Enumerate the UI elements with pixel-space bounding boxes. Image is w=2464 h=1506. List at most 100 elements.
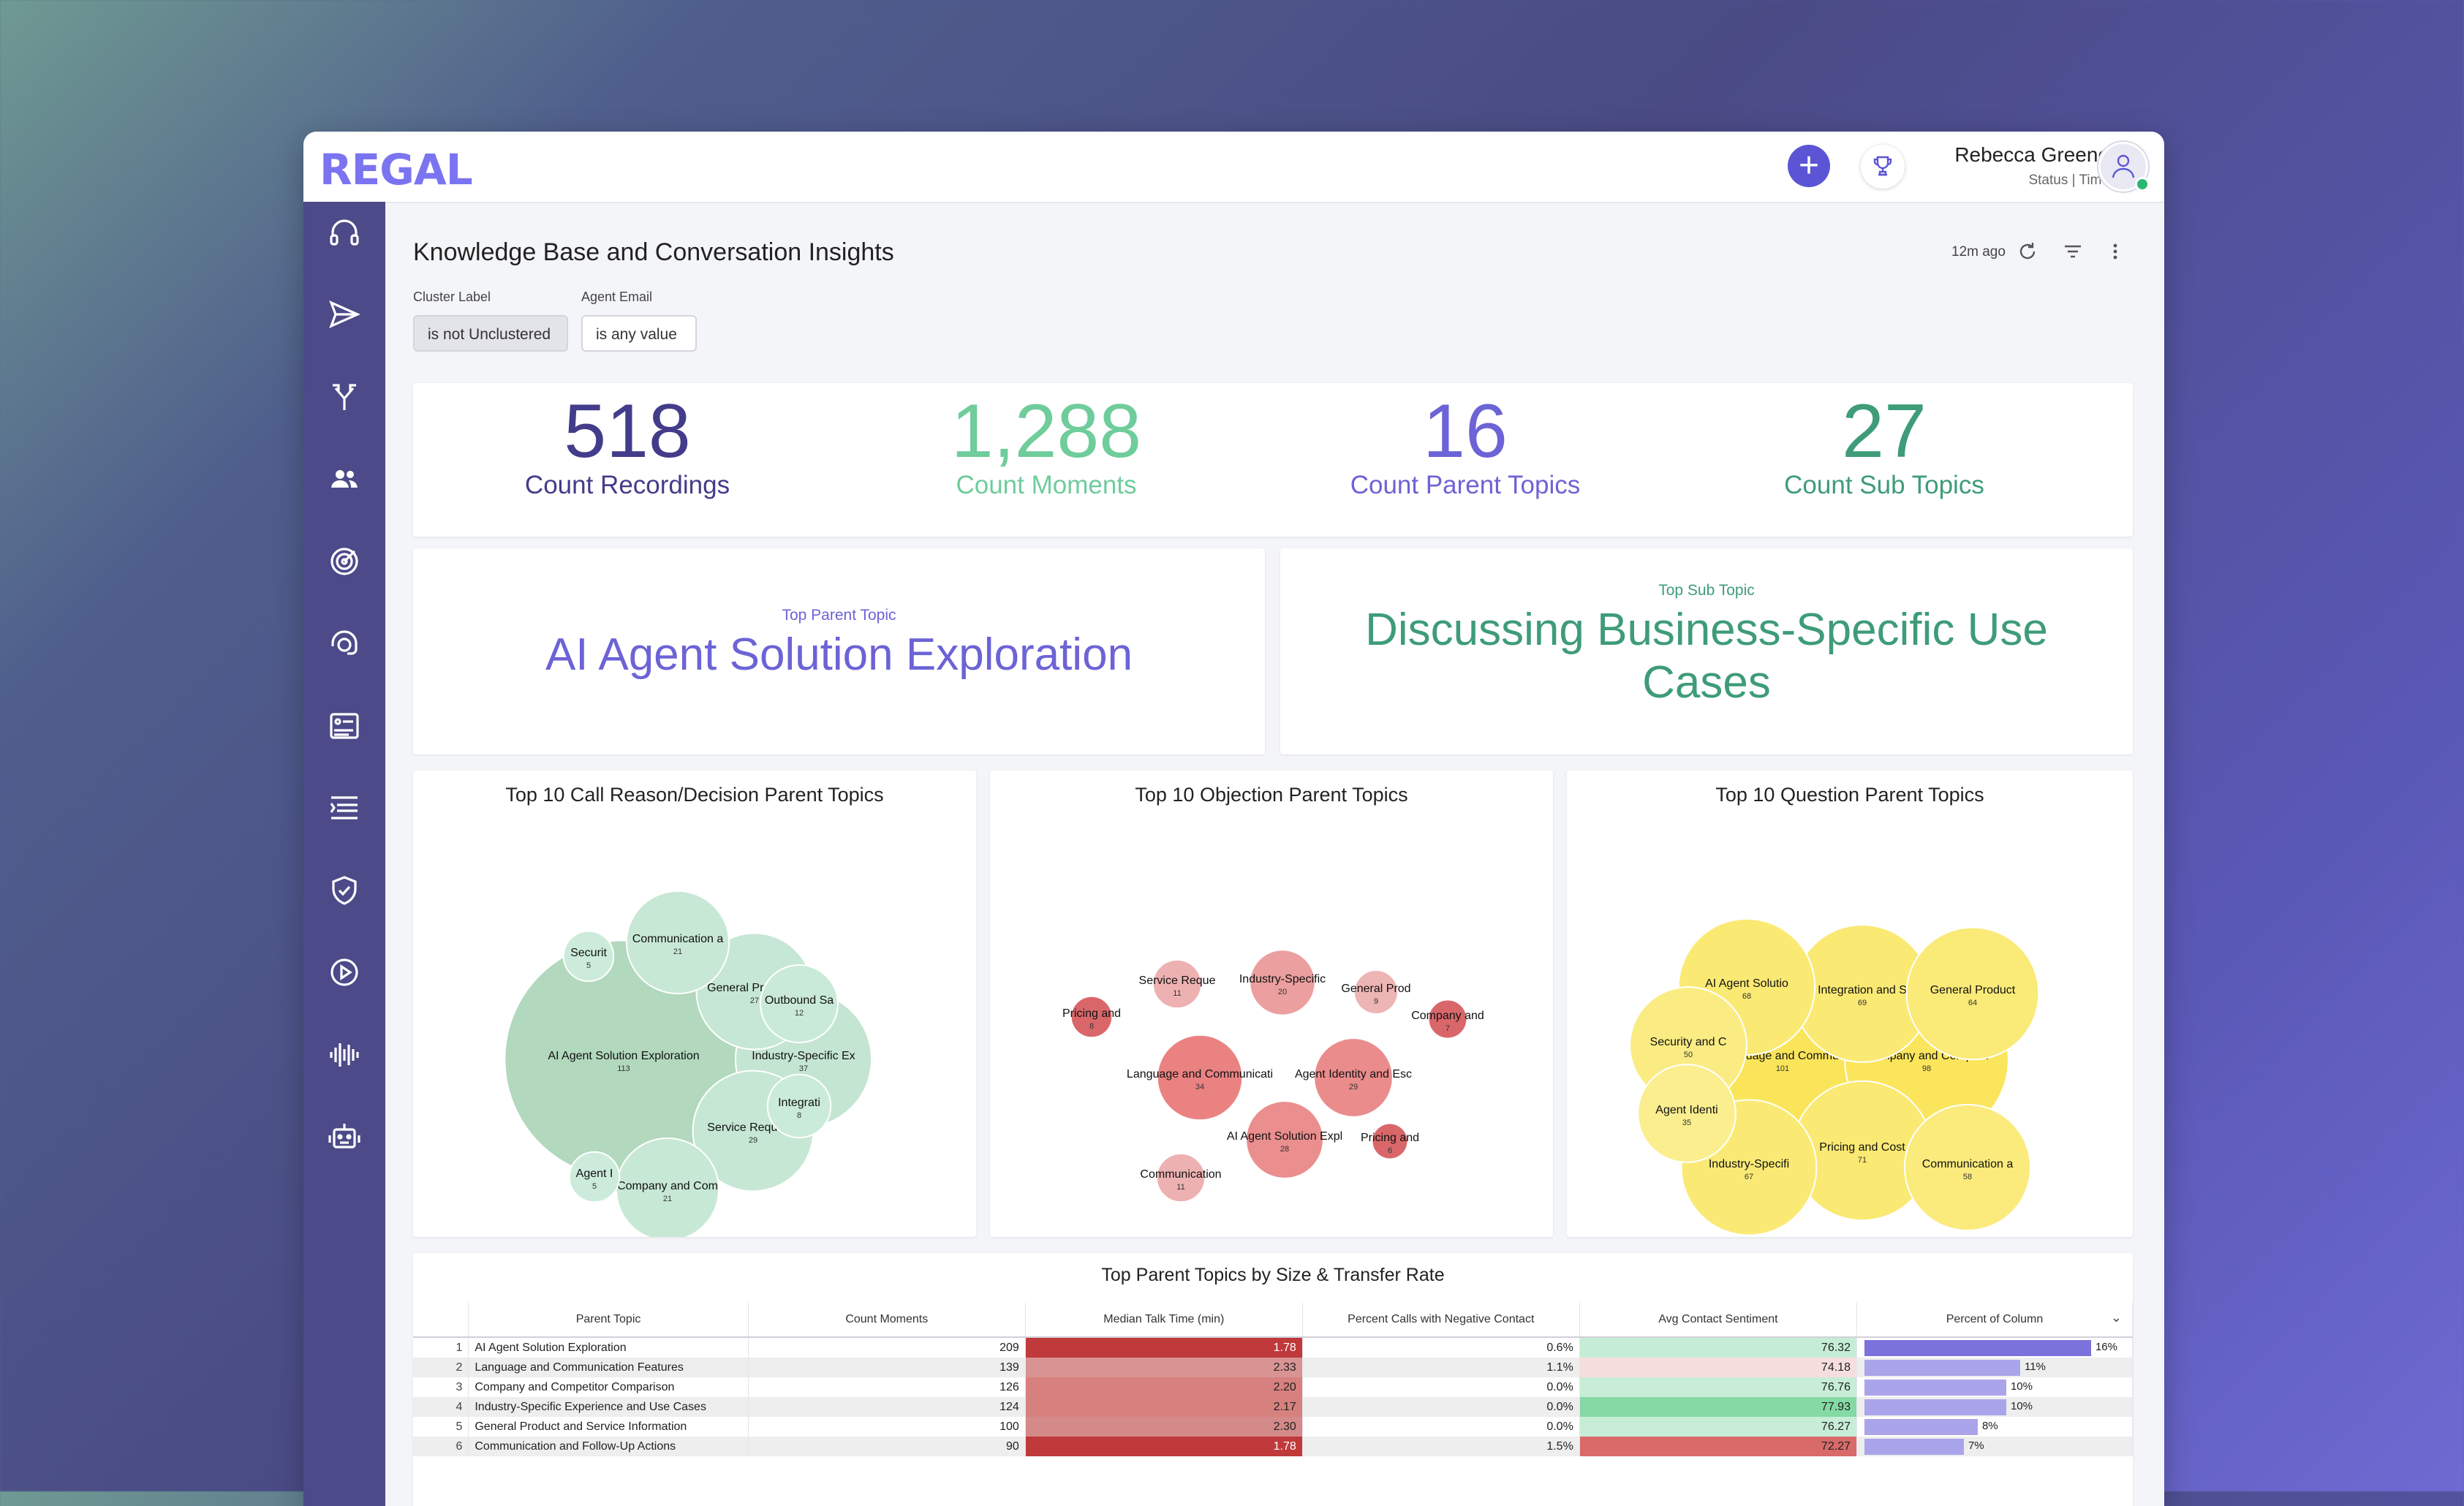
refresh-icon[interactable] (2016, 240, 2039, 263)
bubble[interactable]: Integration and S 69 (1793, 924, 1932, 1063)
transfer-rate-table-panel: Top Parent Topics by Size & Transfer Rat… (413, 1253, 2134, 1506)
bubble[interactable]: Securit 5 (562, 930, 615, 983)
bubble[interactable]: Pricing and Cost 71 (1791, 1080, 1933, 1222)
bubble-circle[interactable] (1903, 1103, 2032, 1232)
agent-email-filter[interactable]: is any value (581, 315, 697, 352)
avatar[interactable] (2098, 142, 2148, 192)
table-row[interactable]: 5 General Product and Service Information… (413, 1417, 2134, 1437)
bubble-circle[interactable] (568, 1151, 621, 1203)
play-circle-icon[interactable] (327, 955, 362, 990)
waveform-icon[interactable] (327, 1037, 362, 1072)
parent-topics-table: Parent Topic Count Moments Median Talk T… (413, 1303, 2134, 1456)
kpi-count-parent-topics[interactable]: 16 Count Parent Topics (1257, 383, 1674, 500)
filter-icon[interactable] (2061, 240, 2085, 263)
bubble-circle[interactable] (1353, 969, 1399, 1015)
bubble-circle[interactable] (1637, 1064, 1736, 1163)
cell-parent-topic[interactable]: Industry-Specific Experience and Use Cas… (468, 1397, 749, 1417)
bubble-circle[interactable] (625, 890, 730, 995)
list-icon[interactable] (327, 790, 362, 825)
shield-check-icon[interactable] (327, 873, 362, 908)
id-card-icon[interactable] (327, 708, 362, 743)
table-row[interactable]: 2 Language and Communication Features 139 2… (413, 1358, 2134, 1377)
bubble-circle[interactable] (1155, 1152, 1206, 1203)
bubble-circle[interactable] (1245, 1100, 1324, 1179)
bubble[interactable]: Company and Com 21 (615, 1137, 720, 1242)
top-sub-topic-panel[interactable]: Top Sub Topic Discussing Business-Specif… (1280, 548, 2133, 754)
bubble[interactable]: Industry-Specific 20 (1239, 949, 1326, 1016)
col-count-moments[interactable]: Count Moments (748, 1303, 1026, 1338)
table-row[interactable]: 1 AI Agent Solution Exploration 209 1.78 0.6… (413, 1337, 2134, 1358)
bubble-circle[interactable] (1152, 958, 1203, 1010)
bubble[interactable]: Agent Identity and Esc 29 (1295, 1037, 1412, 1118)
bubble[interactable]: Service Reque 11 (1139, 958, 1216, 1010)
robot-icon[interactable] (327, 1119, 362, 1154)
add-button[interactable]: + (1788, 145, 1830, 187)
regal-logo[interactable]: REGAL (320, 145, 473, 194)
headset-icon[interactable] (327, 215, 362, 250)
col-parent-topic[interactable]: Parent Topic (468, 1303, 749, 1338)
bubble-circle[interactable] (1427, 999, 1468, 1040)
user-status[interactable]: Status | Time (2028, 173, 2109, 188)
send-icon[interactable] (327, 297, 362, 332)
bubble-label: AI Agent Solution Expl (1227, 1130, 1342, 1143)
percent-bar (1864, 1419, 1978, 1435)
bubble[interactable]: General Product 64 (1905, 926, 2040, 1061)
bubble-circle[interactable] (759, 964, 839, 1044)
trophy-button[interactable] (1861, 145, 1905, 189)
bubble[interactable]: Communication 11 (1140, 1152, 1222, 1203)
bubble-circle[interactable] (766, 1073, 832, 1139)
bubble[interactable]: Communication a 21 (625, 890, 730, 995)
more-options-icon[interactable] (2104, 240, 2127, 263)
bubble[interactable]: Language and Communicati 34 (1127, 1034, 1273, 1121)
table-row[interactable]: 3 Company and Competitor Comparison 126 2.2… (413, 1377, 2134, 1397)
kpi-count-moments[interactable]: 1,288 Count Moments (838, 383, 1255, 500)
cell-parent-topic[interactable]: Language and Communication Features (468, 1358, 749, 1377)
bubble[interactable]: General Prod 9 (1341, 969, 1411, 1015)
cell-parent-topic[interactable]: AI Agent Solution Exploration (468, 1337, 749, 1358)
bubble-value: 50 (1684, 1051, 1693, 1059)
bubble-circle[interactable] (1371, 1122, 1409, 1160)
user-name[interactable]: Rebecca Greene (1954, 143, 2109, 166)
bubble[interactable]: Pricing and 6 (1361, 1122, 1419, 1160)
kpi-count-recordings[interactable]: 518 Count Recordings (419, 383, 836, 500)
bubble[interactable]: Communication a 58 (1903, 1103, 2032, 1232)
bubble[interactable]: Outbound Sa 12 (759, 964, 839, 1044)
bubble[interactable]: Agent I 5 (568, 1151, 621, 1203)
cell-parent-topic[interactable]: Company and Competitor Comparison (468, 1377, 749, 1397)
percent-label: 8% (1981, 1420, 1998, 1432)
top-parent-topic-panel[interactable]: Top Parent Topic AI Agent Solution Explo… (413, 548, 1265, 754)
bubble[interactable]: AI Agent Solution Exploration 113 (504, 939, 744, 1179)
users-icon[interactable] (327, 461, 362, 496)
bubble-circle[interactable] (1313, 1037, 1394, 1118)
percent-label: 16% (2095, 1341, 2117, 1353)
bubble-label: Industry-Specific (1239, 973, 1326, 985)
bubble-circle[interactable] (1070, 995, 1114, 1039)
col-median-talk-time[interactable]: Median Talk Time (min) (1025, 1303, 1303, 1338)
bubble-label: Communication (1140, 1168, 1221, 1181)
cluster-label-filter[interactable]: is not Unclustered (413, 315, 568, 352)
col-percent-negative[interactable]: Percent Calls with Negative Contact (1302, 1303, 1580, 1338)
branch-icon[interactable] (327, 379, 362, 415)
target-icon[interactable] (327, 544, 362, 579)
col-avg-sentiment[interactable]: Avg Contact Sentiment (1579, 1303, 1857, 1338)
chevron-down-icon[interactable]: ⌄ (2110, 1310, 2122, 1325)
col-percent-of-column[interactable]: Percent of Column ⌄ (1856, 1303, 2134, 1338)
bubble[interactable]: Company and 7 (1411, 999, 1484, 1040)
bubble[interactable]: Agent Identi 35 (1637, 1064, 1736, 1163)
table-row[interactable]: 6 Communication and Follow-Up Actions 90 1.… (413, 1437, 2134, 1456)
cell-parent-topic[interactable]: Communication and Follow-Up Actions (468, 1437, 749, 1456)
table-row[interactable]: 4 Industry-Specific Experience and Use Ca… (413, 1397, 2134, 1417)
bubble-circle[interactable] (1156, 1034, 1244, 1121)
cell-parent-topic[interactable]: General Product and Service Information (468, 1417, 749, 1437)
bubble-label: Communication a (1922, 1158, 2014, 1170)
bubble-circle[interactable] (1905, 926, 2040, 1061)
bubble-circle[interactable] (1249, 949, 1316, 1016)
bubble[interactable]: AI Agent Solution Expl 28 (1227, 1100, 1342, 1179)
bubble[interactable]: Integrati 8 (766, 1073, 832, 1139)
bubble-label: Company and (1411, 1010, 1484, 1022)
user-icon (2112, 154, 2135, 178)
bubble[interactable]: Pricing and 8 (1062, 995, 1121, 1039)
support-agent-icon[interactable] (327, 626, 362, 661)
bubble-circle[interactable] (562, 930, 615, 983)
kpi-count-sub-topics[interactable]: 27 Count Sub Topics (1676, 383, 2093, 500)
